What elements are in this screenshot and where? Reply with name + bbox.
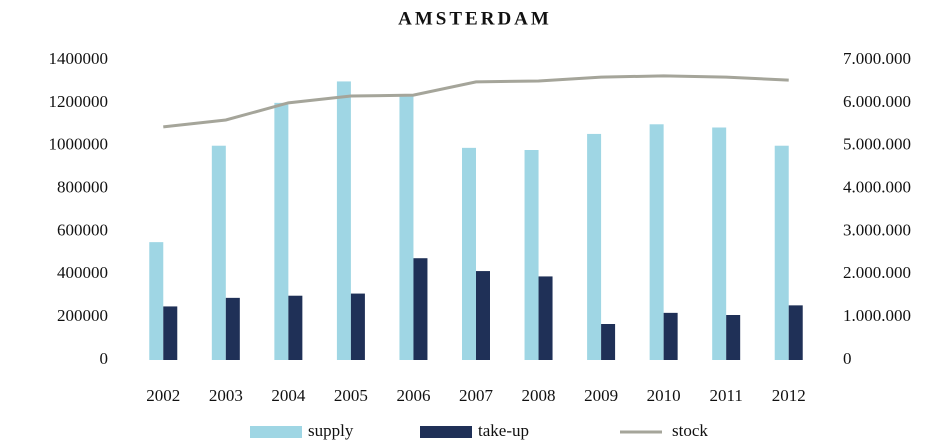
- bar: [399, 94, 414, 361]
- y-tick-label: 1000000: [49, 135, 109, 154]
- y-tick-label: 0: [100, 349, 109, 368]
- y2-tick-label: 3.000.000: [843, 220, 911, 239]
- bar: [712, 127, 727, 360]
- y-tick-label: 600000: [57, 220, 108, 239]
- x-tick-label: 2009: [584, 386, 618, 405]
- bar: [274, 102, 289, 360]
- y-tick-label: 800000: [57, 177, 108, 196]
- bar: [663, 312, 678, 360]
- bar: [336, 81, 351, 360]
- bar: [726, 315, 741, 360]
- bar: [774, 145, 789, 360]
- bar: [413, 258, 428, 360]
- bar: [476, 271, 490, 360]
- x-tick-label: 2011: [709, 386, 742, 405]
- x-tick-label: 2006: [396, 386, 430, 405]
- bar: [462, 147, 476, 360]
- y-tick-label: 1200000: [49, 92, 109, 111]
- y2-tick-label: 1.000.000: [843, 306, 911, 325]
- bar: [601, 324, 616, 360]
- y2-tick-label: 5.000.000: [843, 135, 911, 154]
- x-tick-label: 2010: [647, 386, 681, 405]
- bar: [149, 242, 164, 360]
- y-tick-label: 400000: [57, 263, 108, 282]
- x-tick-label: 2004: [271, 386, 306, 405]
- bar: [288, 295, 303, 360]
- y-tick-label: 200000: [57, 306, 108, 325]
- y2-tick-label: 2.000.000: [843, 263, 911, 282]
- y2-tick-label: 7.000.000: [843, 49, 911, 68]
- y2-tick-label: 6.000.000: [843, 92, 911, 111]
- y-tick-label: 1400000: [49, 49, 109, 68]
- line: [163, 74, 789, 129]
- x-tick-label: 2007: [459, 386, 494, 405]
- legend-swatch: [420, 426, 472, 438]
- legend-label: stock: [672, 421, 708, 440]
- bar: [524, 150, 539, 360]
- bar: [350, 293, 365, 360]
- bar: [538, 276, 553, 360]
- bar: [587, 133, 602, 360]
- legend-label: supply: [308, 421, 354, 440]
- x-tick-label: 2005: [334, 386, 368, 405]
- bar: [649, 124, 664, 361]
- x-tick-label: 2002: [146, 386, 180, 405]
- legend-swatch: [250, 426, 302, 438]
- y2-tick-label: 4.000.000: [843, 177, 911, 196]
- y2-tick-label: 0: [843, 349, 852, 368]
- chart-title: AMSTERDAM: [398, 8, 552, 29]
- bar: [225, 297, 240, 360]
- legend-label: take-up: [478, 421, 529, 440]
- bar: [788, 305, 803, 360]
- bar: [211, 145, 226, 360]
- x-tick-label: 2012: [772, 386, 806, 405]
- bar: [163, 306, 178, 360]
- x-tick-label: 2003: [209, 386, 243, 405]
- x-tick-label: 2008: [522, 386, 556, 405]
